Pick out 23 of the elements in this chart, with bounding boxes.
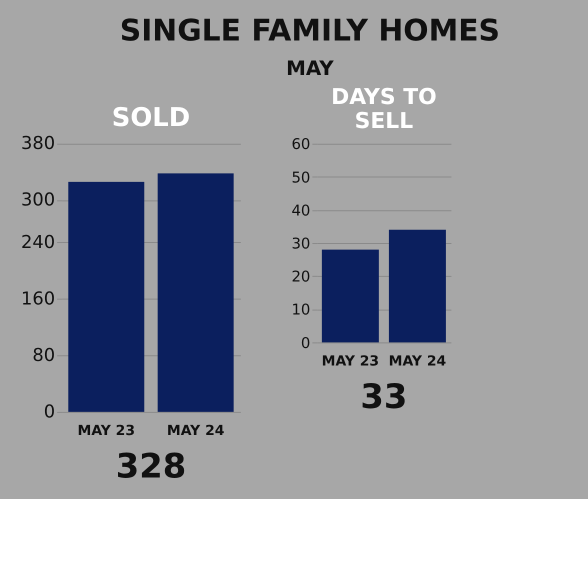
chart-title: SOLD: [112, 102, 190, 133]
y-tick-label: 40: [291, 201, 310, 220]
y-tick-label: 0: [300, 334, 310, 352]
text: SINGLE FAMILY HOMES: [120, 13, 500, 48]
text: 33: [360, 376, 408, 416]
y-tick-label: 160: [21, 288, 56, 310]
x-tick-label: MAY 24: [388, 354, 446, 370]
text: 328: [116, 446, 186, 486]
y-tick-label: 50: [291, 168, 310, 186]
y-tick-label: 60: [291, 135, 310, 154]
y-tick-label: 80: [32, 344, 56, 366]
x-tick-label: MAY 23: [78, 423, 136, 440]
y-tick-label: 10: [291, 300, 310, 319]
y-tick-label: 240: [21, 232, 56, 253]
text: MAY: [286, 57, 334, 80]
y-tick-label: 0: [44, 401, 56, 422]
y-tick-label: 300: [21, 190, 56, 211]
chart-title: DAYS TO SELL: [331, 84, 437, 134]
y-tick-label: 380: [21, 133, 56, 154]
y-tick-label: 20: [291, 268, 310, 286]
x-tick-label: MAY 24: [166, 423, 225, 440]
y-tick-label: 30: [291, 234, 310, 253]
x-tick-label: MAY 23: [322, 354, 380, 370]
